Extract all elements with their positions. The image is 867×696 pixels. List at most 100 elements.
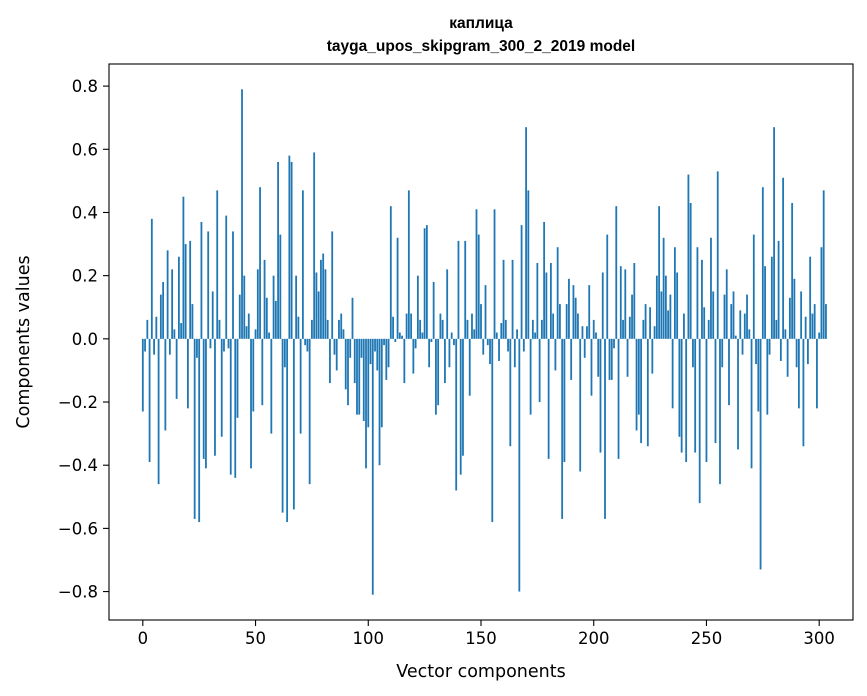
bar [214, 338, 216, 456]
bar [822, 190, 825, 339]
bar [419, 319, 422, 339]
bar [538, 338, 541, 403]
y-tick-label: 0.8 [72, 77, 98, 96]
bar [710, 237, 712, 339]
bar [574, 297, 577, 339]
bar [396, 237, 399, 339]
bar [660, 291, 663, 339]
bar [254, 329, 257, 339]
bar [223, 338, 225, 352]
bar [680, 338, 683, 453]
bar [509, 338, 512, 447]
bar [628, 316, 631, 339]
bar [703, 307, 706, 339]
bar [552, 313, 555, 339]
bar [489, 338, 491, 365]
bar [362, 338, 365, 421]
bar [495, 332, 498, 339]
bar [326, 319, 329, 339]
bar [590, 338, 593, 396]
bar [651, 338, 654, 374]
bar [311, 319, 313, 339]
bar [196, 338, 198, 358]
bar [759, 338, 762, 570]
bar [416, 275, 419, 339]
bar [536, 263, 539, 339]
bar [209, 338, 212, 349]
bar [331, 231, 334, 339]
bar [450, 332, 453, 339]
bar [468, 338, 471, 396]
bar [739, 310, 742, 339]
bar [216, 190, 219, 339]
bar [304, 338, 307, 346]
bar [475, 209, 478, 339]
bar [180, 323, 183, 339]
bar [435, 338, 437, 415]
bar [500, 323, 503, 339]
y-tick-label: 0.0 [72, 330, 98, 349]
bar [425, 225, 428, 339]
bar [360, 338, 363, 358]
x-tick-label: 0 [138, 629, 149, 648]
bar [187, 338, 189, 409]
bar [344, 338, 347, 390]
bar [592, 319, 595, 339]
bar [322, 253, 325, 339]
bar [640, 338, 642, 444]
bar [200, 221, 203, 339]
bar [527, 190, 530, 339]
bar [800, 291, 803, 339]
bar [320, 259, 322, 339]
y-tick-label: 0.4 [72, 203, 98, 222]
bar [356, 338, 358, 415]
bar [531, 319, 534, 339]
bar [315, 272, 318, 339]
bar [279, 234, 282, 339]
bar [694, 338, 697, 453]
bar [189, 240, 192, 339]
bar [775, 319, 778, 339]
bar [168, 338, 171, 355]
bar [725, 269, 728, 339]
bar [286, 338, 289, 523]
bar [678, 338, 681, 437]
bar [250, 338, 252, 469]
bar [540, 319, 543, 339]
bar [516, 329, 518, 339]
bar [378, 338, 381, 466]
bar [162, 281, 165, 339]
x-tick-label: 100 [353, 629, 385, 648]
bar [313, 152, 316, 339]
bar [687, 174, 690, 339]
bar [549, 263, 552, 339]
bar [247, 313, 250, 339]
bar [281, 338, 284, 513]
bar [698, 338, 701, 504]
bar [642, 319, 645, 339]
bar [457, 240, 460, 339]
bar [547, 338, 550, 459]
bar [721, 338, 724, 368]
bar [338, 319, 340, 339]
bar [669, 294, 672, 339]
bar [644, 304, 647, 339]
bar [245, 326, 248, 339]
bar [369, 338, 372, 365]
bar [146, 319, 149, 339]
bar [480, 304, 482, 339]
bar [619, 266, 622, 339]
bar [232, 231, 234, 339]
bar [410, 313, 413, 339]
bar [723, 294, 726, 339]
bar [559, 304, 561, 339]
bar [448, 338, 451, 368]
bar [818, 332, 821, 339]
bar [277, 161, 279, 339]
bar [525, 127, 527, 339]
bar [383, 338, 385, 346]
bar [256, 269, 259, 339]
y-tick-label: −0.2 [58, 393, 98, 412]
bar [561, 338, 564, 519]
bar [635, 338, 638, 431]
